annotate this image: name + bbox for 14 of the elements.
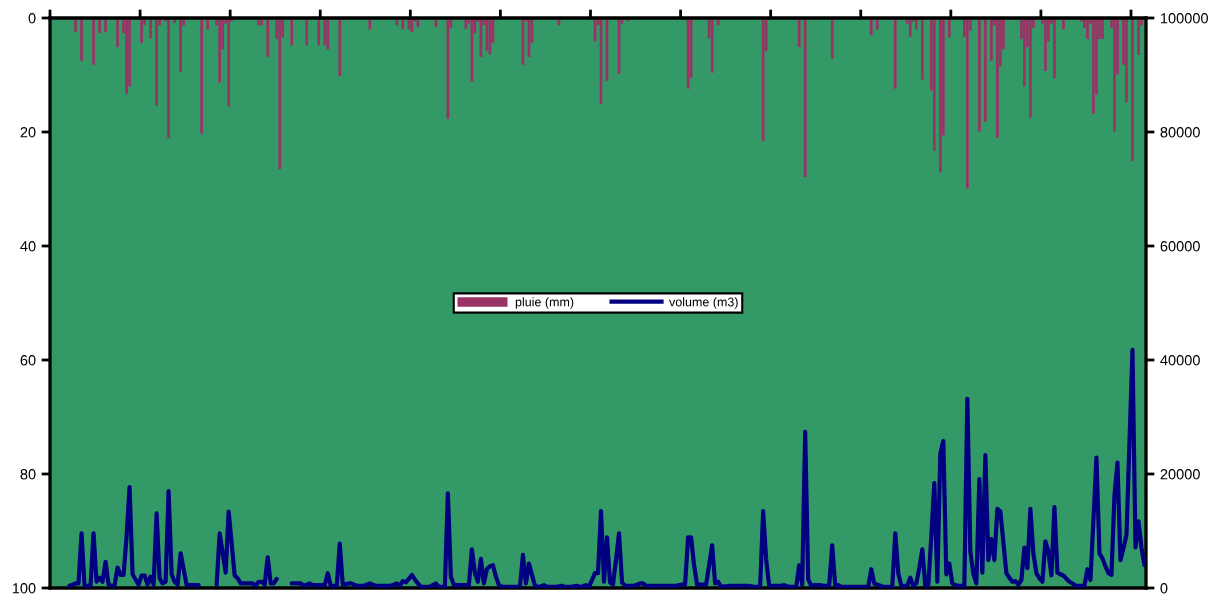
y-tick-label: 60 [20, 355, 36, 366]
y2-tick-label: 0 [1160, 583, 1168, 594]
y2-tick-label: 60000 [1160, 241, 1200, 252]
y2-tick-label: 40000 [1160, 355, 1200, 366]
legend-label: pluie (mm) [515, 297, 574, 309]
legend-label: volume (m3) [669, 297, 738, 309]
y-tick-label: 40 [20, 241, 36, 252]
y-tick-label: 100 [12, 583, 36, 594]
y-tick-label: 0 [28, 13, 36, 24]
y-tick-label: 20 [20, 127, 36, 138]
y-tick-label: 80 [20, 469, 36, 480]
y2-tick-label: 80000 [1160, 127, 1200, 138]
y2-tick-label: 20000 [1160, 469, 1200, 480]
y2-tick-label: 100000 [1161, 13, 1208, 24]
